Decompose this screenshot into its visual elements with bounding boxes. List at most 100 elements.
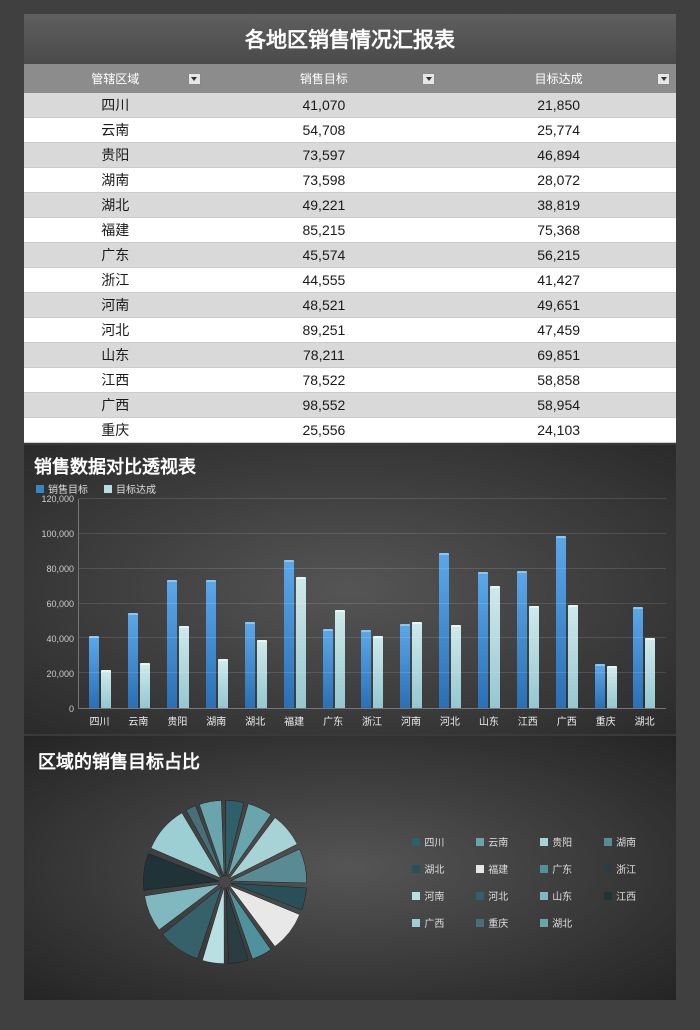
bar-group [159, 499, 198, 708]
x-label: 湖北 [236, 713, 275, 728]
cell-achieved: 49,651 [441, 293, 676, 318]
legend-label: 湖北 [552, 915, 572, 930]
cell-achieved: 75,368 [441, 218, 676, 243]
bar-target [439, 553, 449, 708]
y-tick-label: 40,000 [46, 634, 74, 644]
bar-group [198, 499, 237, 708]
cell-target: 78,522 [207, 368, 442, 393]
gridline [79, 568, 666, 569]
x-label: 广东 [314, 713, 353, 728]
sales-table: 管辖区域 销售目标 目标达成 四川 41,070 21,850云南 54,708… [24, 64, 676, 443]
bar-chart-section: 销售数据对比透视表 销售目标 目标达成 020,00040,00060,0008… [24, 443, 676, 734]
cell-target: 54,708 [207, 118, 442, 143]
cell-target: 41,070 [207, 93, 442, 118]
cell-achieved: 69,851 [441, 343, 676, 368]
gridline [79, 498, 666, 499]
legend-swatch [604, 865, 612, 873]
legend-swatch [540, 919, 548, 927]
pie-legend-item: 云南 [476, 834, 534, 849]
legend-swatch [540, 838, 548, 846]
cell-target: 49,221 [207, 193, 442, 218]
bar-target [633, 607, 643, 708]
bar-target [167, 580, 177, 708]
bar-achieved [529, 606, 539, 709]
legend-label: 广西 [424, 915, 444, 930]
legend-swatch [476, 865, 484, 873]
cell-achieved: 41,427 [441, 268, 676, 293]
x-label: 贵阳 [158, 713, 197, 728]
bar-target [400, 624, 410, 709]
bar-chart: 020,00040,00060,00080,000100,000120,000 [34, 499, 666, 709]
cell-region: 广西 [24, 393, 207, 418]
chevron-down-icon[interactable] [188, 73, 201, 85]
bar-achieved [140, 663, 150, 708]
legend-label: 福建 [488, 861, 508, 876]
legend-item-b: 目标达成 [104, 481, 156, 496]
bar-group [508, 499, 547, 708]
bar-chart-title: 销售数据对比透视表 [34, 453, 666, 479]
cell-region: 湖南 [24, 168, 207, 193]
col-achieved[interactable]: 目标达成 [441, 64, 676, 93]
col-target[interactable]: 销售目标 [207, 64, 442, 93]
table-row: 河南 48,521 49,651 [24, 293, 676, 318]
bar-group [470, 499, 509, 708]
col-region[interactable]: 管辖区域 [24, 64, 207, 93]
bar-achieved [179, 626, 189, 708]
x-label: 重庆 [586, 713, 625, 728]
col-region-label: 管辖区域 [91, 72, 139, 86]
bar-group [625, 499, 664, 708]
bar-target [517, 571, 527, 708]
cell-region: 江西 [24, 368, 207, 393]
cell-target: 89,251 [207, 318, 442, 343]
pie-legend-item: 广东 [540, 861, 598, 876]
pie-legend-item: 浙江 [604, 861, 662, 876]
table-row: 云南 54,708 25,774 [24, 118, 676, 143]
x-axis-labels: 四川云南贵阳湖南湖北福建广东浙江河南河北山东江西广西重庆湖北 [78, 709, 666, 728]
bar-group [236, 499, 275, 708]
x-label: 福建 [275, 713, 314, 728]
bar-achieved [101, 670, 111, 708]
bar-target [284, 560, 294, 708]
legend-label: 广东 [552, 861, 572, 876]
x-label: 云南 [119, 713, 158, 728]
bar-achieved [335, 610, 345, 708]
y-axis: 020,00040,00060,00080,000100,000120,000 [34, 499, 78, 709]
bar-target [478, 572, 488, 708]
bar-achieved [257, 640, 267, 708]
legend-label: 四川 [424, 834, 444, 849]
chevron-down-icon[interactable] [422, 73, 435, 85]
legend-swatch [476, 838, 484, 846]
plot-area [78, 499, 666, 709]
bar-group [392, 499, 431, 708]
bar-group [353, 499, 392, 708]
table-row: 福建 85,215 75,368 [24, 218, 676, 243]
bar-target [323, 629, 333, 708]
chevron-down-icon[interactable] [657, 73, 670, 85]
cell-region: 重庆 [24, 418, 207, 443]
cell-region: 浙江 [24, 268, 207, 293]
table-row: 广东 45,574 56,215 [24, 243, 676, 268]
cell-region: 河南 [24, 293, 207, 318]
table-row: 四川 41,070 21,850 [24, 93, 676, 118]
cell-target: 44,555 [207, 268, 442, 293]
pie-chart [130, 787, 320, 977]
bar-group [547, 499, 586, 708]
legend-label: 河南 [424, 888, 444, 903]
pie-legend-item: 贵阳 [540, 834, 598, 849]
pie-legend-item: 河北 [476, 888, 534, 903]
bar-group [120, 499, 159, 708]
cell-region: 贵阳 [24, 143, 207, 168]
cell-achieved: 38,819 [441, 193, 676, 218]
cell-achieved: 21,850 [441, 93, 676, 118]
pie-legend: 四川云南贵阳湖南湖北福建广东浙江河南河北山东江西广西重庆湖北 [412, 834, 662, 930]
bar-achieved [568, 605, 578, 708]
legend-label: 江西 [616, 888, 636, 903]
pie-chart-title: 区域的销售目标占比 [38, 748, 662, 774]
bar-group [81, 499, 120, 708]
pie-legend-item: 湖北 [412, 861, 470, 876]
pie-legend-item: 江西 [604, 888, 662, 903]
cell-target: 98,552 [207, 393, 442, 418]
x-label: 四川 [80, 713, 119, 728]
legend-swatch [412, 838, 420, 846]
bar-target [128, 613, 138, 708]
